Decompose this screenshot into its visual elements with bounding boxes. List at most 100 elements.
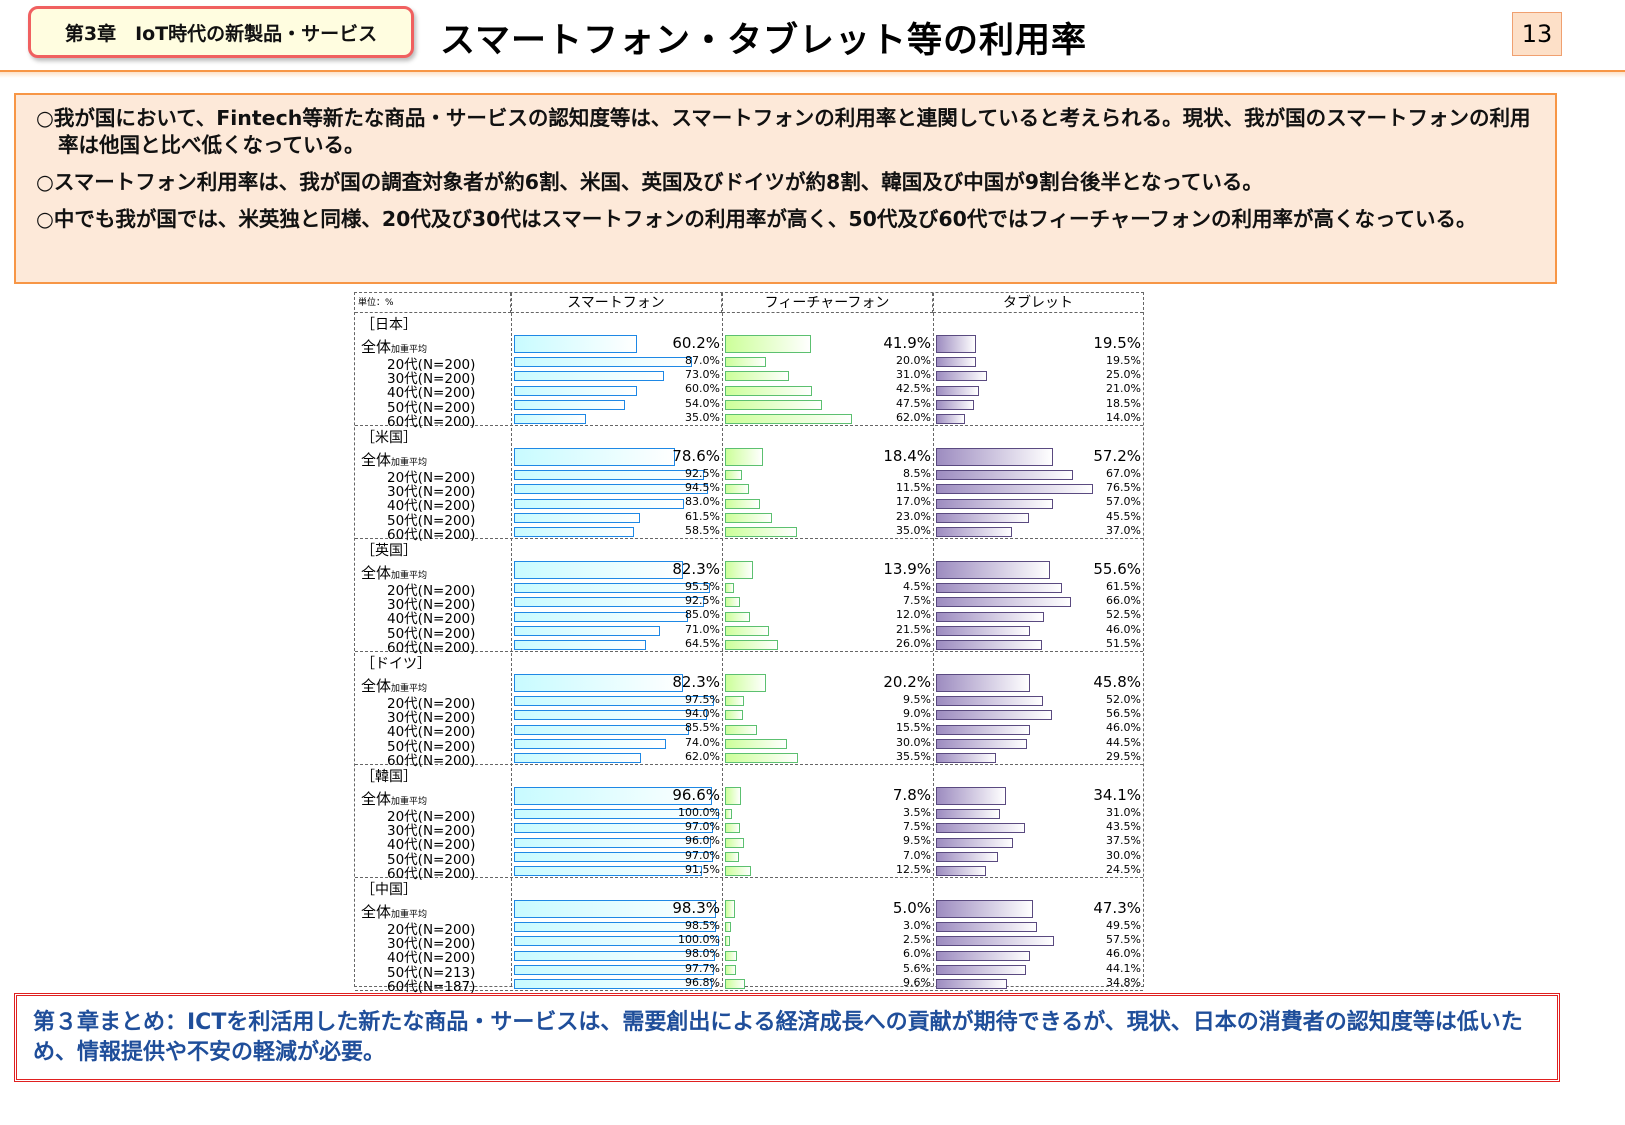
bar-tablet bbox=[936, 964, 1027, 975]
overall-row-label: 全体加重平均 bbox=[361, 675, 427, 696]
age-group-label: 50代(N=200) bbox=[387, 512, 476, 529]
value-label-tablet: 52.0% bbox=[1106, 693, 1141, 706]
country-label: ［韓国］ bbox=[361, 769, 417, 785]
value-label-tablet: 76.5% bbox=[1106, 481, 1141, 495]
age-group-label: 20代(N=200) bbox=[387, 922, 476, 938]
bar-smartphone bbox=[514, 611, 689, 622]
value-label-feature: 4.5% bbox=[903, 580, 931, 593]
bar-smartphone bbox=[514, 724, 690, 735]
bar-feature bbox=[725, 470, 743, 481]
value-label-feature: 7.8% bbox=[892, 786, 931, 804]
age-group-label: 60代(N=187) bbox=[387, 978, 476, 995]
country-label: ［中国］ bbox=[361, 882, 417, 898]
value-label-smartphone: 97.0% bbox=[685, 820, 720, 834]
bar-feature bbox=[725, 498, 760, 509]
value-label-tablet: 57.2% bbox=[1093, 447, 1141, 465]
value-label-smartphone: 95.5% bbox=[685, 580, 720, 593]
bar-feature bbox=[725, 674, 767, 692]
bar-tablet bbox=[936, 900, 1033, 918]
value-label-smartphone: 74.0% bbox=[685, 735, 720, 749]
value-label-smartphone: 96.6% bbox=[672, 786, 720, 804]
overall-sublabel: 加重平均 bbox=[391, 797, 428, 807]
country-label: ［米国］ bbox=[361, 430, 417, 446]
age-group-label: 30代(N=200) bbox=[387, 710, 476, 727]
page-title: スマートフォン・タブレット等の利用率 bbox=[440, 21, 1087, 61]
bar-tablet bbox=[936, 752, 997, 763]
bar-smartphone bbox=[514, 696, 714, 707]
value-label-feature: 21.5% bbox=[896, 622, 931, 636]
column-header-smartphone: スマートフォン bbox=[511, 293, 722, 313]
bar-smartphone bbox=[514, 922, 716, 933]
value-label-tablet: 61.5% bbox=[1106, 580, 1141, 593]
value-label-smartphone: 71.0% bbox=[685, 622, 720, 636]
value-label-smartphone: 82.3% bbox=[672, 560, 720, 578]
bar-feature bbox=[725, 696, 745, 707]
bar-smartphone bbox=[514, 950, 715, 961]
bar-smartphone bbox=[514, 900, 716, 918]
bar-feature bbox=[725, 950, 738, 961]
bar-tablet bbox=[936, 950, 1031, 961]
bar-tablet bbox=[936, 357, 976, 368]
value-label-feature: 2.5% bbox=[903, 933, 931, 947]
bar-tablet bbox=[936, 335, 976, 353]
value-label-feature: 13.9% bbox=[883, 560, 931, 578]
value-label-tablet: 29.5% bbox=[1106, 749, 1141, 763]
overall-row-label: 全体加重平均 bbox=[361, 901, 427, 922]
value-label-smartphone: 96.8% bbox=[685, 975, 720, 989]
value-label-feature: 47.5% bbox=[896, 396, 931, 410]
bar-smartphone bbox=[514, 583, 710, 594]
value-label-tablet: 25.0% bbox=[1106, 368, 1141, 382]
value-label-smartphone: 97.0% bbox=[685, 848, 720, 862]
bar-feature bbox=[725, 448, 763, 466]
value-label-tablet: 56.5% bbox=[1106, 707, 1141, 721]
column-divider bbox=[722, 293, 723, 986]
country-group: ［ドイツ］ 全体加重平均 82.3% 20.2% 45.8% 20代(N=200) 97.5… bbox=[355, 652, 1143, 769]
age-group-label: 20代(N=200) bbox=[387, 470, 476, 486]
bar-smartphone bbox=[514, 413, 586, 424]
value-label-feature: 62.0% bbox=[896, 410, 931, 424]
overall-label: 全体 bbox=[361, 677, 392, 695]
bar-feature bbox=[725, 583, 735, 594]
bar-feature bbox=[725, 335, 811, 353]
value-label-smartphone: 58.5% bbox=[685, 523, 720, 537]
value-label-feature: 8.5% bbox=[903, 467, 931, 480]
bar-tablet bbox=[936, 851, 998, 862]
bar-smartphone bbox=[514, 399, 625, 410]
age-group-label: 60代(N=200) bbox=[387, 865, 476, 882]
bar-tablet bbox=[936, 837, 1013, 848]
value-label-smartphone: 60.2% bbox=[672, 334, 720, 352]
age-group-label: 60代(N=200) bbox=[387, 413, 476, 430]
bar-tablet bbox=[936, 484, 1093, 495]
key-point: ○中でも我が国では、米英独と同様、20代及び30代はスマートフォンの利用率が高く… bbox=[36, 207, 1477, 231]
value-label-smartphone: 62.0% bbox=[685, 749, 720, 763]
bar-tablet bbox=[936, 674, 1030, 692]
overall-row-label: 全体加重平均 bbox=[361, 336, 427, 357]
country-group: ［英国］ 全体加重平均 82.3% 13.9% 55.6% 20代(N=200) 95.5%… bbox=[355, 539, 1143, 656]
bar-feature bbox=[725, 357, 766, 368]
bar-tablet bbox=[936, 583, 1063, 594]
bar-feature bbox=[725, 837, 745, 848]
bar-smartphone bbox=[514, 978, 713, 989]
bar-feature bbox=[725, 964, 737, 975]
bar-feature bbox=[725, 561, 754, 579]
bar-tablet bbox=[936, 922, 1038, 933]
bar-feature bbox=[725, 526, 797, 537]
bar-feature bbox=[725, 512, 773, 523]
value-label-smartphone: 73.0% bbox=[685, 368, 720, 382]
value-label-feature: 35.5% bbox=[896, 749, 931, 763]
key-points-box: ○我が国において、Fintech等新たな商品・サービスの認知度等は、スマートフォ… bbox=[14, 93, 1557, 284]
bar-tablet bbox=[936, 526, 1012, 537]
value-label-feature: 12.0% bbox=[896, 608, 931, 622]
value-label-tablet: 45.5% bbox=[1106, 509, 1141, 523]
bar-smartphone bbox=[514, 484, 708, 495]
country-group: ［日本］ 全体加重平均 60.2% 41.9% 19.5% 20代(N=200) 87.0%… bbox=[355, 313, 1143, 430]
value-label-smartphone: 98.3% bbox=[672, 899, 720, 917]
value-label-smartphone: 64.5% bbox=[685, 636, 720, 650]
value-label-feature: 7.5% bbox=[903, 594, 931, 608]
age-group-label: 40代(N=200) bbox=[387, 724, 476, 741]
value-label-smartphone: 100.0% bbox=[678, 933, 720, 947]
value-label-tablet: 66.0% bbox=[1106, 594, 1141, 608]
value-label-tablet: 57.5% bbox=[1106, 933, 1141, 947]
value-label-feature: 9.0% bbox=[903, 707, 931, 721]
value-label-feature: 9.5% bbox=[903, 693, 931, 706]
